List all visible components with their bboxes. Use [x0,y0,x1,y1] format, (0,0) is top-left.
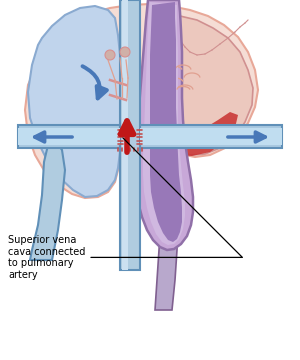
Polygon shape [135,0,193,250]
Text: Superior vena
cava connected
to pulmonary
artery: Superior vena cava connected to pulmonar… [8,138,242,280]
Polygon shape [122,0,128,270]
Polygon shape [143,2,185,245]
Polygon shape [150,2,182,242]
Polygon shape [163,112,238,156]
Polygon shape [140,128,282,145]
Circle shape [105,50,115,60]
Polygon shape [25,4,258,198]
Polygon shape [30,140,65,260]
Polygon shape [155,140,179,310]
Polygon shape [140,125,282,148]
Polygon shape [28,6,124,197]
Polygon shape [145,15,253,155]
Polygon shape [18,125,120,148]
Circle shape [120,47,130,57]
Polygon shape [120,0,140,270]
Polygon shape [152,70,168,112]
Polygon shape [18,128,120,145]
